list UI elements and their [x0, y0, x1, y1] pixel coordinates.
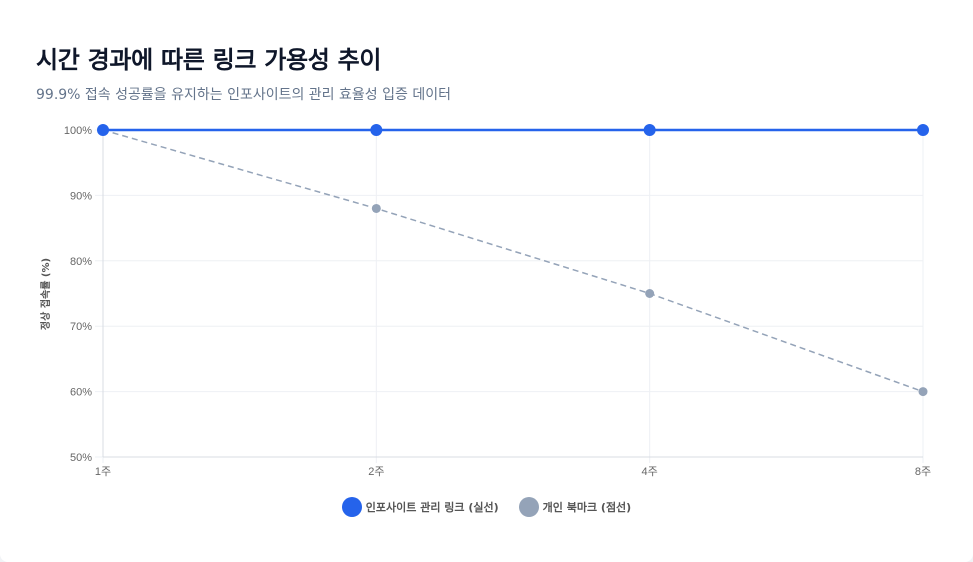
y-tick-label: 80%	[70, 256, 92, 268]
legend-label: 인포사이트 관리 링크 (실선)	[365, 501, 499, 514]
data-point[interactable]	[918, 387, 928, 397]
data-point[interactable]	[645, 289, 655, 298]
y-tick-label: 70%	[70, 321, 92, 333]
chart-title: 시간 경과에 따른 링크 가용성 추이	[36, 46, 382, 74]
legend-swatch-icon	[341, 497, 362, 517]
y-tick-label: 100%	[64, 125, 92, 137]
legend: 인포사이트 관리 링크 (실선) 개인 북마크 (점선)	[0, 497, 973, 517]
legend-label: 개인 북마크 (점선)	[542, 501, 632, 514]
series-layer	[97, 124, 929, 397]
data-point[interactable]	[371, 203, 381, 213]
chart-subtitle: 99.9% 접속 성공률을 유지하는 인포사이트의 관리 효율성 입증 데이터	[36, 87, 451, 103]
data-point[interactable]	[917, 124, 929, 136]
data-point[interactable]	[370, 124, 383, 136]
y-axis-label: 정상 접속률 (%)	[39, 258, 52, 330]
grid-lines	[95, 129, 924, 463]
data-point[interactable]	[97, 124, 109, 136]
y-tick-label: 50%	[70, 452, 92, 464]
legend-item-personal-bookmarks[interactable]: 개인 북마크 (점선)	[518, 497, 632, 517]
x-tick-label: 2주	[368, 466, 384, 478]
y-tick-label: 90%	[70, 190, 92, 202]
y-axis-ticks: 50% 60% 70% 80% 90% 100%	[64, 125, 92, 464]
legend-swatch-icon	[518, 497, 539, 517]
x-tick-label: 8주	[915, 466, 931, 478]
legend-item-managed-links[interactable]: 인포사이트 관리 링크 (실선)	[341, 497, 499, 517]
y-tick-label: 60%	[70, 387, 92, 399]
x-tick-label: 1주	[95, 466, 111, 478]
personal-bookmarks-line	[102, 129, 924, 393]
data-point[interactable]	[643, 124, 656, 136]
x-axis-ticks: 1주 2주 4주 8주	[95, 466, 931, 478]
x-tick-label: 4주	[642, 466, 658, 478]
axes	[102, 130, 923, 458]
